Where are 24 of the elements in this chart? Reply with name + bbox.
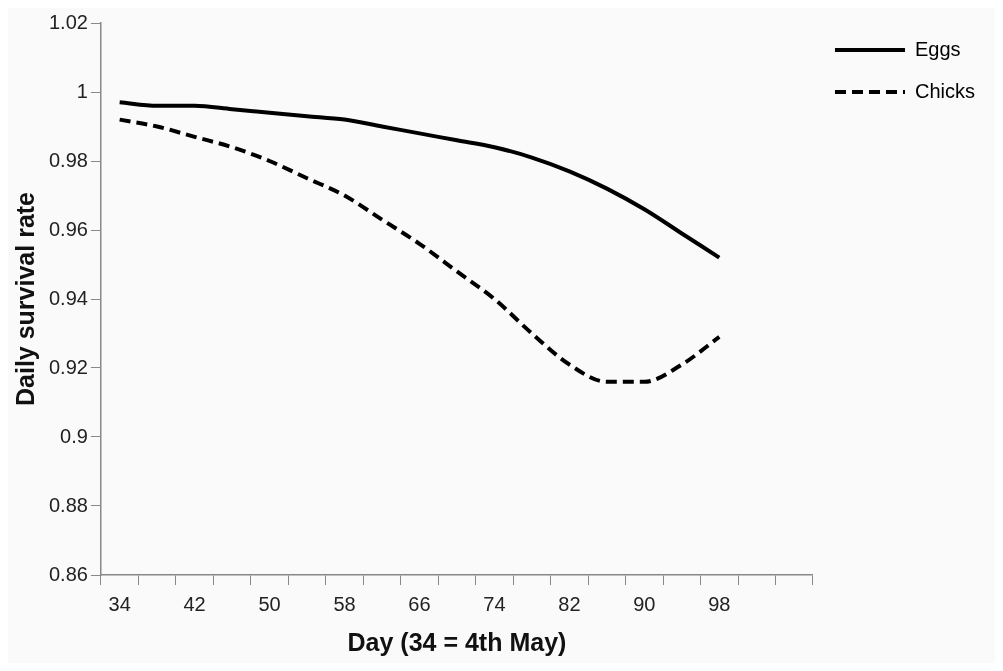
x-tick-label: 98 bbox=[708, 592, 731, 615]
line-series bbox=[117, 117, 722, 384]
y-tick-label: 1 bbox=[76, 79, 88, 102]
y-tick-label: 0.88 bbox=[48, 493, 88, 516]
legend-label: Chicks bbox=[914, 79, 976, 102]
y-tick-label: 0.86 bbox=[48, 562, 88, 585]
y-tick-label: 0.9 bbox=[60, 424, 88, 447]
y-tick-label: 0.92 bbox=[48, 355, 88, 378]
y-axis-title: Daily survival rate bbox=[10, 191, 39, 407]
x-tick-label: 34 bbox=[108, 592, 131, 615]
y-tick-label: 0.94 bbox=[48, 286, 88, 309]
x-axis-title: Day (34 = 4th May) bbox=[347, 627, 567, 656]
x-tick-label: 42 bbox=[183, 592, 206, 615]
y-tick-label: 1.02 bbox=[48, 10, 88, 33]
x-tick-label: 58 bbox=[333, 592, 356, 615]
y-tick-label: 0.96 bbox=[48, 217, 88, 240]
legend-label: Eggs bbox=[914, 37, 961, 60]
x-tick-label: 82 bbox=[558, 592, 581, 615]
x-tick-label: 50 bbox=[258, 592, 281, 615]
x-tick-label: 66 bbox=[408, 592, 431, 615]
x-tick-label: 74 bbox=[483, 592, 506, 615]
y-tick-label: 0.98 bbox=[48, 148, 88, 171]
line-series bbox=[117, 100, 722, 260]
x-tick-label: 90 bbox=[633, 592, 656, 615]
